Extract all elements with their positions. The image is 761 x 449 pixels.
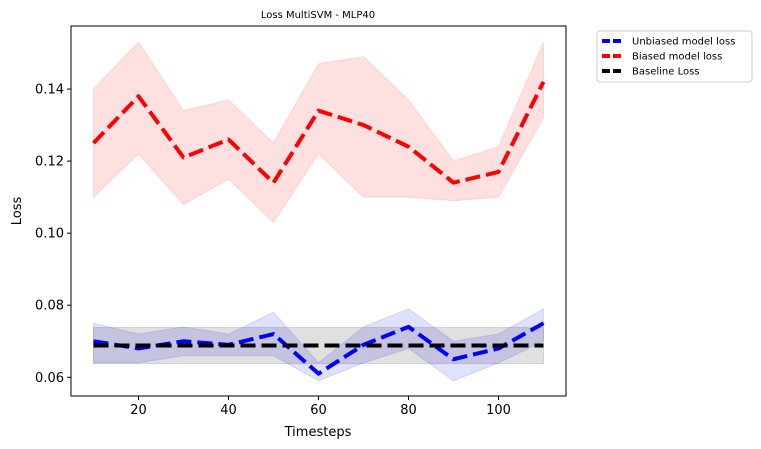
legend: Unbiased model loss Biased model loss Base… [596,30,753,83]
x-tick-label: 40 [220,403,237,418]
y-tick-label: 0.10 [35,227,64,242]
y-axis-label: Loss [10,197,25,226]
y-axis-ticks: 0.06 0.08 0.10 0.12 0.14 [35,83,71,386]
confidence-bands [93,41,544,382]
baseline-loss-legend-label: Baseline Loss [632,67,700,78]
unbiased-model-loss-legend-label: Unbiased model loss [632,37,735,48]
y-tick-label: 0.06 [35,371,64,386]
biased-model-loss-band [93,41,544,224]
x-axis-label: Timesteps [284,425,352,440]
biased-model-loss-legend-label: Biased model loss [632,52,722,63]
biased-model-loss-line [92,80,546,185]
x-tick-label: 60 [310,403,327,418]
y-tick-label: 0.08 [35,299,64,314]
x-tick-label: 100 [486,403,511,418]
x-tick-label: 20 [130,403,147,418]
unbiased-model-loss-band [93,307,544,382]
chart-title: Loss MultiSVM - MLP40 [261,10,375,21]
legend-box [596,30,753,83]
series-lines [92,80,546,376]
x-tick-label: 80 [400,403,417,418]
y-tick-label: 0.12 [35,155,64,170]
x-axis-ticks: 20 40 60 80 100 [130,396,511,418]
y-tick-label: 0.14 [35,83,64,98]
